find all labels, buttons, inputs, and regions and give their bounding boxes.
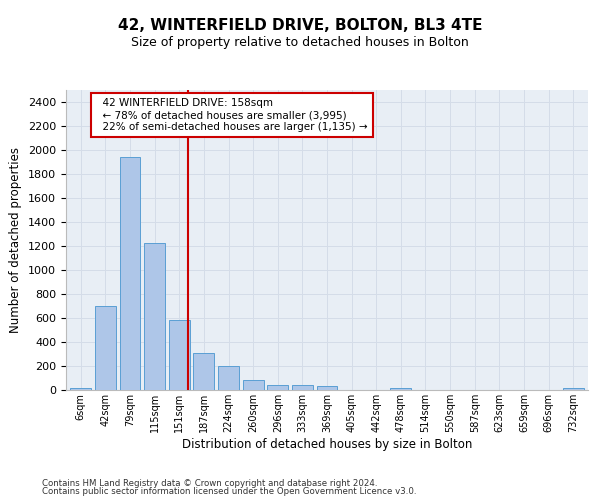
Text: 42 WINTERFIELD DRIVE: 158sqm
  ← 78% of detached houses are smaller (3,995)
  22: 42 WINTERFIELD DRIVE: 158sqm ← 78% of de… <box>96 98 368 132</box>
Bar <box>95 306 116 390</box>
X-axis label: Distribution of detached houses by size in Bolton: Distribution of detached houses by size … <box>182 438 472 450</box>
Text: Contains HM Land Registry data © Crown copyright and database right 2024.: Contains HM Land Registry data © Crown c… <box>42 478 377 488</box>
Bar <box>193 354 214 390</box>
Bar <box>391 388 412 390</box>
Bar <box>563 388 584 390</box>
Bar <box>119 157 140 390</box>
Bar <box>242 380 263 390</box>
Bar <box>144 243 165 390</box>
Bar <box>218 366 239 390</box>
Y-axis label: Number of detached properties: Number of detached properties <box>10 147 22 333</box>
Text: Size of property relative to detached houses in Bolton: Size of property relative to detached ho… <box>131 36 469 49</box>
Text: Contains public sector information licensed under the Open Government Licence v3: Contains public sector information licen… <box>42 487 416 496</box>
Text: 42, WINTERFIELD DRIVE, BOLTON, BL3 4TE: 42, WINTERFIELD DRIVE, BOLTON, BL3 4TE <box>118 18 482 32</box>
Bar <box>70 388 91 390</box>
Bar <box>267 384 288 390</box>
Bar <box>169 320 190 390</box>
Bar <box>292 386 313 390</box>
Bar <box>317 386 337 390</box>
